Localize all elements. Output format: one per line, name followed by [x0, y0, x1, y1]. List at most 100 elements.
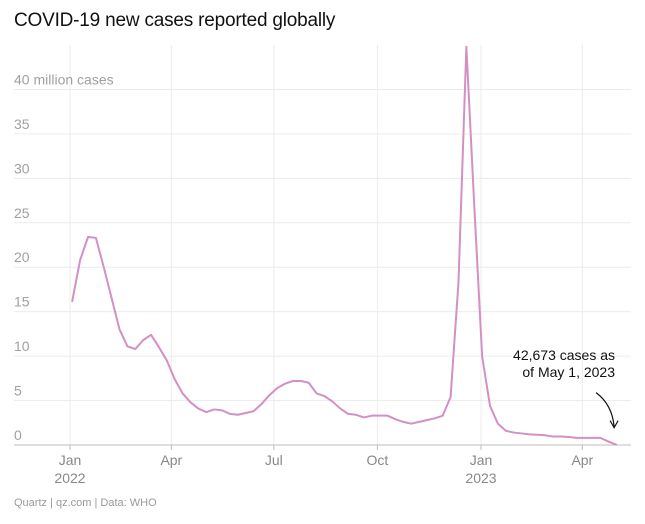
y-tick-labels: 0 5 10 15 20 25 30 35 40 million cases: [14, 71, 114, 443]
annotation-text: of May 1, 2023: [522, 364, 615, 380]
source-credit: Quartz | qz.com | Data: WHO: [14, 497, 157, 509]
x-tick-label: Jan: [59, 452, 82, 468]
y-tick-label: 40 million cases: [14, 71, 114, 87]
data-point: [552, 435, 554, 437]
annotation-text: 42,673 cases as: [513, 347, 615, 363]
data-point: [237, 414, 239, 416]
data-point: [489, 405, 491, 407]
x-tick-label: Oct: [367, 452, 389, 468]
data-point: [174, 378, 176, 380]
data-point: [386, 414, 388, 416]
data-point: [134, 348, 136, 350]
data-point: [576, 437, 578, 439]
data-point: [260, 403, 262, 405]
data-point: [520, 432, 522, 434]
x-tick-labels: Jan 2022 Apr Jul Oct Jan 2023 Apr: [54, 452, 593, 486]
data-point: [189, 401, 191, 403]
data-point: [284, 382, 286, 384]
data-point: [378, 414, 380, 416]
data-point: [481, 355, 483, 357]
data-point: [79, 259, 81, 261]
annotation-arrowhead: [609, 420, 619, 429]
data-point: [181, 392, 183, 394]
data-point: [536, 434, 538, 436]
data-point: [323, 395, 325, 397]
data-point: [276, 387, 278, 389]
x-gridlines: [69, 45, 583, 450]
data-point: [213, 408, 215, 410]
data-point: [95, 237, 97, 239]
y-tick-label: 20: [14, 249, 30, 265]
data-point: [339, 407, 341, 409]
data-point: [434, 417, 436, 419]
data-point: [528, 433, 530, 435]
data-point: [512, 431, 514, 433]
data-point: [158, 346, 160, 348]
data-point: [221, 409, 223, 411]
data-points: [71, 46, 617, 446]
data-point: [599, 437, 601, 439]
x-tick-label: Jan: [470, 452, 493, 468]
annotation-arrow: [595, 392, 615, 427]
data-point: [110, 297, 112, 299]
data-point: [371, 414, 373, 416]
data-point: [166, 359, 168, 361]
y-gridlines: [14, 88, 631, 402]
data-point: [71, 300, 73, 302]
data-point: [347, 413, 349, 415]
data-point: [205, 411, 207, 413]
data-point: [544, 434, 546, 436]
y-tick-label: 35: [14, 116, 30, 132]
data-point: [457, 281, 459, 283]
data-point: [363, 416, 365, 418]
data-point: [394, 418, 396, 420]
chart-title: COVID-19 new cases reported globally: [14, 10, 336, 31]
data-point: [418, 421, 420, 423]
data-point: [300, 380, 302, 382]
data-point: [560, 435, 562, 437]
x-tick-label: Apr: [571, 452, 593, 468]
data-point: [142, 339, 144, 341]
data-point: [87, 236, 89, 238]
data-point: [315, 392, 317, 394]
series-line-new-cases: [71, 45, 618, 446]
data-point: [583, 437, 585, 439]
data-point: [615, 443, 617, 445]
y-tick-label: 0: [14, 427, 22, 443]
data-point: [308, 382, 310, 384]
data-point: [465, 46, 467, 48]
data-point: [591, 437, 593, 439]
data-point: [229, 413, 231, 415]
data-point: [426, 419, 428, 421]
y-tick-label: 30: [14, 160, 30, 176]
data-point: [355, 414, 357, 416]
data-point: [568, 436, 570, 438]
data-point: [244, 412, 246, 414]
data-point: [150, 334, 152, 336]
y-tick-label: 5: [14, 383, 22, 399]
y-tick-label: 25: [14, 205, 30, 221]
x-tick-label: Jul: [265, 452, 283, 468]
data-point: [607, 440, 609, 442]
data-point: [118, 328, 120, 330]
data-point: [410, 422, 412, 424]
data-point: [402, 421, 404, 423]
x-tick-label: Apr: [160, 452, 182, 468]
data-point: [449, 396, 451, 398]
data-point: [473, 204, 475, 206]
y-tick-label: 15: [14, 294, 30, 310]
data-point: [497, 422, 499, 424]
data-point: [126, 345, 128, 347]
y-tick-label: 10: [14, 338, 30, 354]
data-point: [197, 407, 199, 409]
data-point: [268, 394, 270, 396]
data-point: [292, 380, 294, 382]
data-point: [252, 410, 254, 412]
data-point: [103, 266, 105, 268]
data-point: [442, 414, 444, 416]
x-tick-year-label: 2023: [465, 470, 496, 486]
x-tick-year-label: 2022: [54, 470, 85, 486]
data-point: [331, 400, 333, 402]
